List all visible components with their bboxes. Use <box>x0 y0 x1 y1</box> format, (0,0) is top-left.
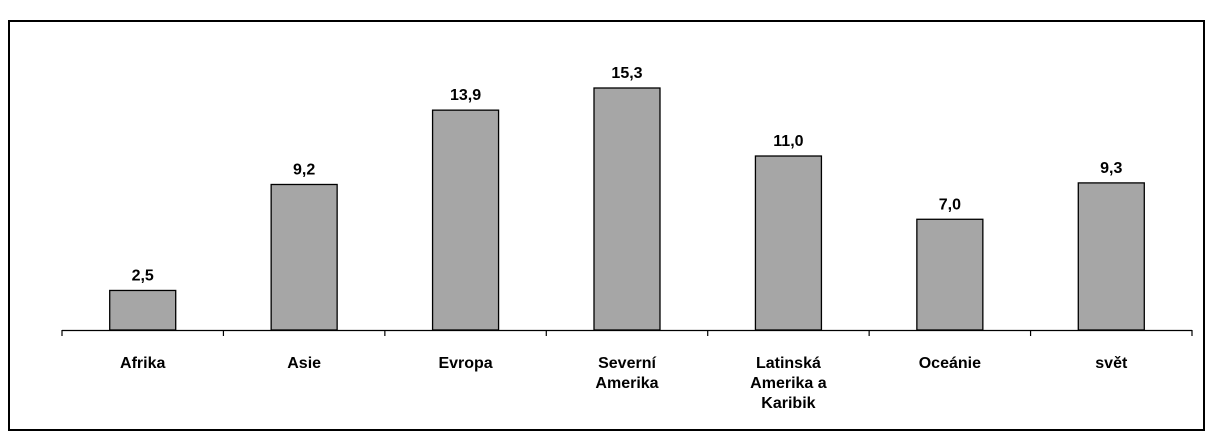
data-label: 7,0 <box>939 196 961 213</box>
bar-4 <box>593 87 661 331</box>
category-label: Amerika <box>595 375 658 392</box>
category-label: svět <box>1095 355 1128 372</box>
data-label: 11,0 <box>773 133 803 150</box>
data-label: 2,5 <box>132 267 154 284</box>
bar-5 <box>754 155 823 331</box>
bar-3 <box>431 109 500 331</box>
bar-2 <box>270 183 338 331</box>
bar-7 <box>1077 182 1145 331</box>
category-label: Afrika <box>120 355 165 372</box>
category-label: Evropa <box>438 355 492 372</box>
category-label: Karibik <box>761 395 815 412</box>
bar-1 <box>109 289 177 331</box>
data-label: 9,2 <box>293 161 315 178</box>
data-label: 9,3 <box>1100 160 1122 177</box>
data-label: 15,3 <box>611 65 642 82</box>
bar-6 <box>916 218 984 331</box>
data-label: 13,9 <box>450 87 481 104</box>
category-label: Amerika a <box>750 375 827 392</box>
category-label: Severní <box>598 355 656 372</box>
category-label: Asie <box>287 355 321 372</box>
category-label: Oceánie <box>919 355 981 372</box>
category-label: Latinská <box>756 355 821 372</box>
